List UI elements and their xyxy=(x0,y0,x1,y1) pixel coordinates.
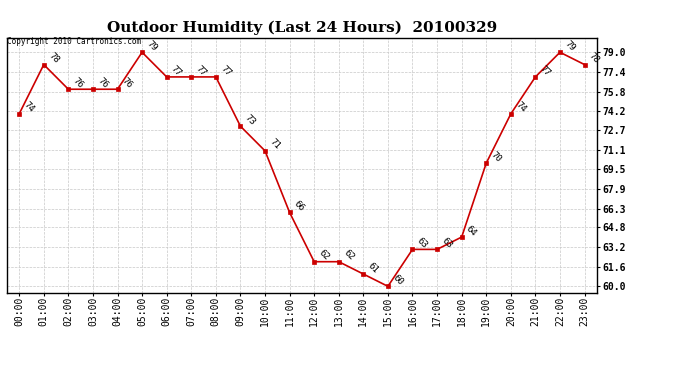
Text: 73: 73 xyxy=(243,113,257,127)
Text: 62: 62 xyxy=(317,248,331,262)
Text: 74: 74 xyxy=(22,100,36,114)
Text: 78: 78 xyxy=(587,51,601,65)
Text: 77: 77 xyxy=(219,64,233,78)
Text: 78: 78 xyxy=(46,51,61,65)
Text: 79: 79 xyxy=(145,39,159,53)
Text: 64: 64 xyxy=(464,224,478,238)
Text: Copyright 2010 Cartronics.com: Copyright 2010 Cartronics.com xyxy=(7,38,141,46)
Text: 79: 79 xyxy=(563,39,577,53)
Text: 74: 74 xyxy=(513,100,528,114)
Text: 76: 76 xyxy=(71,76,85,90)
Text: 77: 77 xyxy=(538,64,552,78)
Text: 76: 76 xyxy=(96,76,110,90)
Text: 62: 62 xyxy=(342,248,355,262)
Text: 66: 66 xyxy=(293,199,306,213)
Text: 63: 63 xyxy=(415,236,429,250)
Text: 70: 70 xyxy=(489,150,503,164)
Title: Outdoor Humidity (Last 24 Hours)  20100329: Outdoor Humidity (Last 24 Hours) 2010032… xyxy=(107,21,497,35)
Text: 76: 76 xyxy=(120,76,135,90)
Text: 63: 63 xyxy=(440,236,454,250)
Text: 61: 61 xyxy=(366,261,380,274)
Text: 60: 60 xyxy=(391,273,404,287)
Text: 77: 77 xyxy=(170,64,184,78)
Text: 71: 71 xyxy=(268,138,282,152)
Text: 77: 77 xyxy=(194,64,208,78)
